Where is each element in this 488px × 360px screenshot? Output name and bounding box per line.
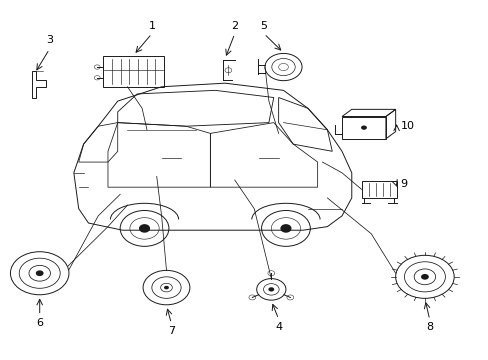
Text: 6: 6: [36, 319, 43, 328]
Text: 4: 4: [275, 322, 282, 332]
Text: 10: 10: [400, 121, 414, 131]
Text: 2: 2: [231, 21, 238, 31]
Text: 5: 5: [260, 21, 267, 31]
Text: 3: 3: [46, 35, 53, 45]
Text: 9: 9: [400, 179, 407, 189]
Text: 7: 7: [167, 325, 175, 336]
Circle shape: [163, 286, 168, 289]
Text: 1: 1: [148, 21, 155, 31]
Circle shape: [36, 270, 43, 276]
Circle shape: [360, 126, 366, 130]
Circle shape: [140, 225, 149, 232]
Circle shape: [420, 274, 428, 280]
Text: 8: 8: [426, 322, 432, 332]
Circle shape: [268, 287, 274, 292]
Circle shape: [281, 225, 290, 232]
